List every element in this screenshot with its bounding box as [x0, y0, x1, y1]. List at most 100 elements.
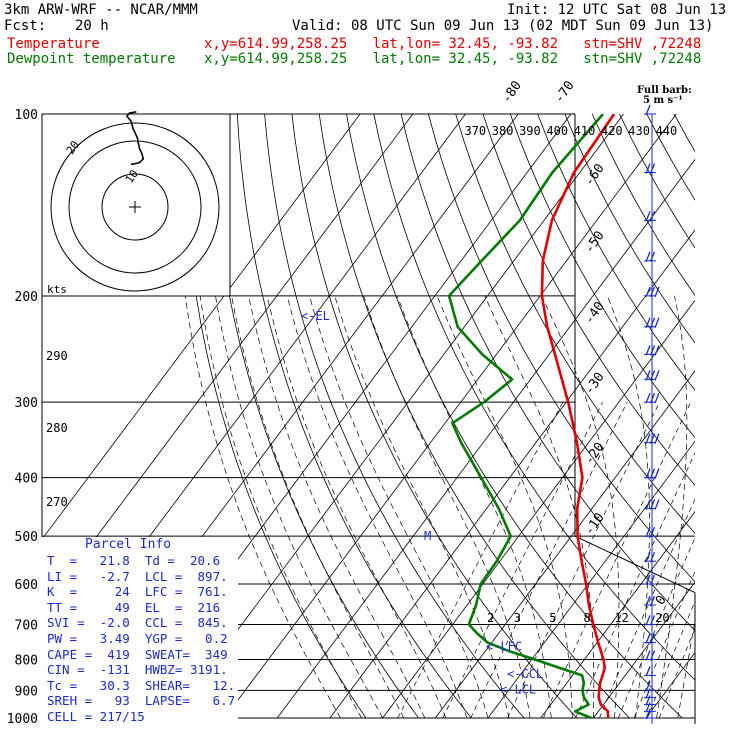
- wind-barb: [645, 251, 651, 263]
- dry-adiabat: [509, 114, 695, 439]
- wind-barb: [645, 468, 651, 479]
- wind-barb: [645, 317, 651, 328]
- wind-barb: [649, 633, 656, 644]
- dry-adiabat: [729, 114, 740, 718]
- mixing-ratio-line: [633, 570, 695, 719]
- level-marker: <-EL: [301, 309, 330, 323]
- legend-dewpoint-label: Dewpoint temperature: [7, 51, 176, 67]
- mixing-ratio-label: 8: [584, 611, 591, 625]
- hodograph-panel: [41, 113, 231, 297]
- dry-adiabat: [400, 114, 695, 632]
- isotherm-label: -40: [582, 299, 608, 327]
- wind-barb: [645, 211, 651, 222]
- hodograph: 10 20 kts: [41, 111, 231, 297]
- isotherm-line: [699, 114, 740, 718]
- parcel-info-row: CAPE = 419 SWEAT= 349: [47, 646, 228, 662]
- pressure-tick-label: 300: [15, 396, 38, 411]
- wind-barb: [645, 526, 651, 538]
- theta-label: 440: [656, 124, 678, 138]
- theta-label: 370: [464, 124, 486, 138]
- moist-adiabat: [231, 295, 405, 719]
- dry-adiabat: [373, 114, 695, 681]
- level-marker: <-LFC: [486, 639, 522, 653]
- wind-barb: [645, 345, 651, 356]
- pressure-tick-label: 500: [15, 530, 38, 545]
- wind-barb: [654, 286, 660, 298]
- legend-temperature-label: Temperature: [7, 36, 100, 52]
- moist-adiabat: [266, 295, 447, 719]
- isotherm-label: -20: [582, 440, 608, 468]
- moist-adiabat: [309, 295, 489, 719]
- hodograph-trace: [125, 111, 145, 166]
- wind-barb: [649, 251, 656, 263]
- wind-barb: [649, 574, 656, 586]
- parcel-info-box: Parcel Info T = 21.8 Td = 20.6 LI = -2.7…: [41, 537, 238, 727]
- wind-barb: [645, 163, 651, 174]
- dry-adiabat: [264, 114, 525, 719]
- theta-label: 410: [574, 124, 596, 138]
- parcel-info-row: Tc = 30.3 SHEAR= 12.: [47, 677, 236, 693]
- wind-barb: [645, 650, 651, 661]
- dry-adiabat: [428, 114, 695, 583]
- mixing-ratio-line: [470, 402, 628, 719]
- mixing-ratio-label: 3: [514, 611, 521, 625]
- hodograph-ring: [68, 140, 202, 274]
- isotherm-label: -60: [582, 161, 608, 189]
- theta-label: 270: [46, 495, 68, 509]
- wind-barb: [649, 615, 656, 626]
- level-marker: M: [424, 529, 431, 543]
- hodograph-speed-unit: kts: [47, 283, 67, 296]
- mixing-ratio-line: [507, 402, 660, 719]
- theta-label: 280: [46, 421, 68, 435]
- moist-adiabat: [286, 295, 468, 719]
- wind-barb: [649, 317, 656, 328]
- wind-barb: [645, 595, 651, 607]
- parcel-info-row: K = 24 LFC = 761.: [47, 584, 228, 600]
- dry-adiabat: [455, 114, 695, 534]
- isotherm-line: [171, 114, 624, 719]
- parcel-info-row: LI = -2.7 LCL = 897.: [47, 568, 228, 584]
- init-time: Init: 12 UTC Sat 08 Jun 13: [507, 2, 727, 18]
- mixing-ratio-line: [442, 402, 603, 719]
- dry-adiabat: [701, 114, 740, 718]
- wind-barb: [649, 468, 656, 479]
- series-line: [447, 114, 604, 720]
- parcel-info-row: SREH = 93 LAPSE= 6.7: [47, 693, 236, 709]
- mixing-ratio-line: [647, 600, 695, 719]
- mixing-ratio-line: [543, 402, 692, 719]
- series-line: [540, 114, 616, 719]
- wind-barb: [645, 666, 651, 677]
- wind-barb: [654, 317, 660, 328]
- wind-barb: [645, 370, 651, 381]
- moist-adiabat: [541, 295, 620, 719]
- moist-adiabat: [215, 295, 383, 719]
- parcel-info-title: Parcel Info: [85, 537, 172, 552]
- isotherm-label: -70: [552, 78, 578, 106]
- moist-adiabat: [363, 295, 531, 719]
- wind-barb: [649, 499, 656, 510]
- wind-barb: [645, 551, 651, 563]
- dry-adiabat: [591, 114, 695, 297]
- parcel-info-row: TT = 49 EL = 216: [47, 599, 221, 615]
- wind-barb: [649, 551, 656, 563]
- theta-label: 400: [546, 124, 568, 138]
- plot-frame-right: [574, 535, 696, 594]
- isotherm-line: [329, 229, 695, 719]
- dry-adiabat: [537, 114, 695, 391]
- mixing-ratio-label: 12: [614, 611, 628, 625]
- wind-barb: [645, 633, 651, 644]
- theta-label: 380: [492, 124, 514, 138]
- isotherm-label: -30: [582, 370, 608, 398]
- wind-barb: [654, 468, 660, 479]
- mixing-ratio-line: [599, 498, 695, 719]
- wind-barb: [649, 286, 656, 298]
- forecast-hour: 20 h: [75, 18, 109, 34]
- isotherm-line: [434, 370, 695, 719]
- legend-temperature-info: x,y=614.99,258.25 lat,lon= 32.45, -93.82…: [204, 36, 702, 52]
- theta-label: 420: [601, 124, 623, 138]
- mixing-ratio-label: 2: [487, 611, 494, 625]
- parcel-info-row: PW = 3.49 YGP = 0.2: [47, 630, 228, 646]
- pressure-tick-label: 700: [15, 618, 38, 633]
